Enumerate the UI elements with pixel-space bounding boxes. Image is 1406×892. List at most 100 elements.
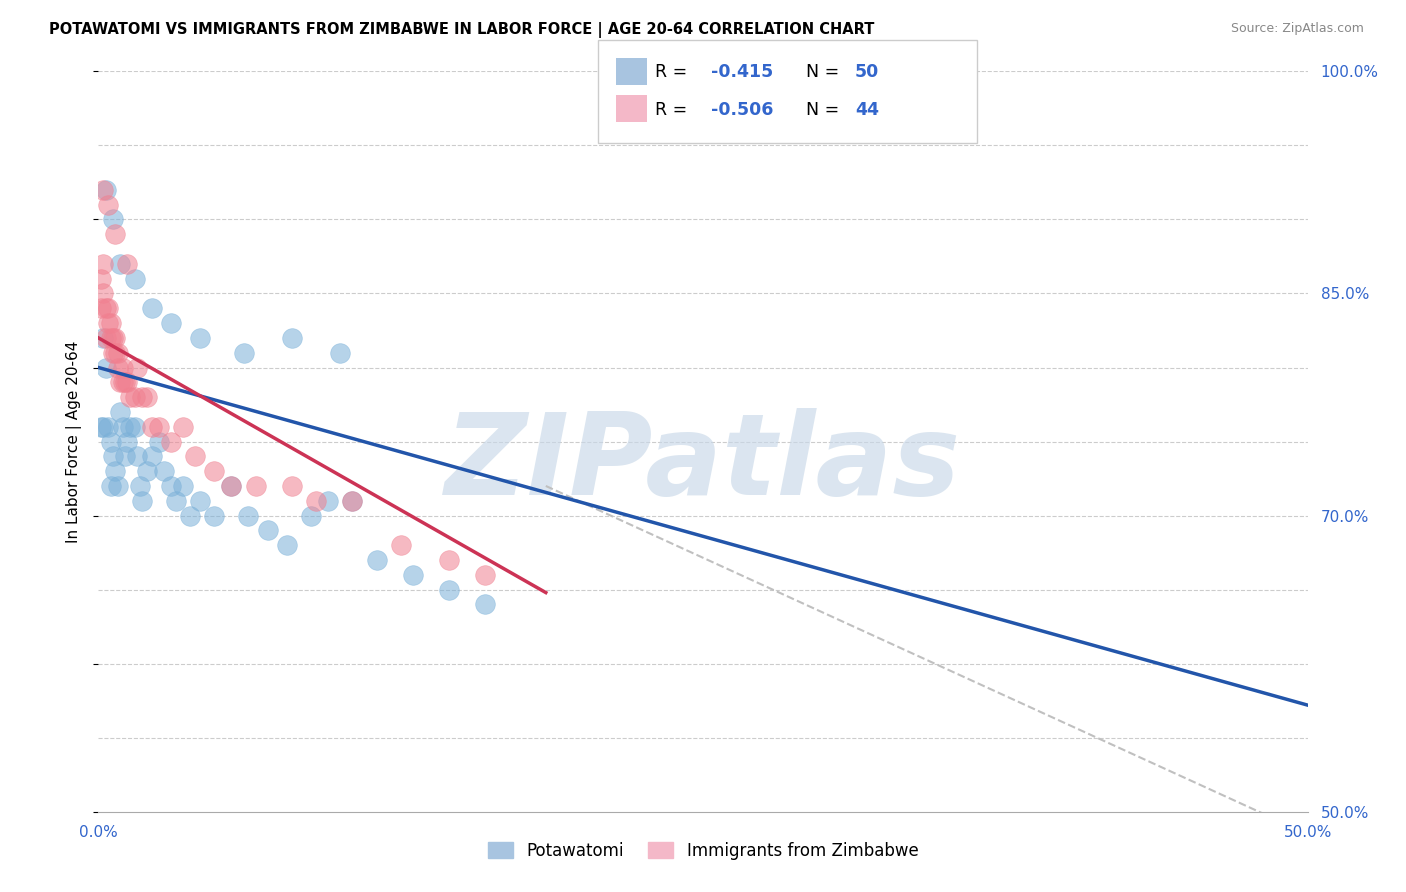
Point (245, 479, 267, 493)
Point (108, 257, 131, 271)
Text: ZIPatlas: ZIPatlas (444, 409, 962, 519)
Point (342, 493, 364, 508)
Point (135, 390, 157, 404)
Point (94, 331, 117, 345)
Point (111, 360, 134, 375)
Point (117, 434, 139, 449)
Point (104, 227, 127, 242)
Point (316, 493, 339, 508)
Point (108, 405, 131, 419)
Text: R =: R = (655, 101, 693, 119)
Point (238, 508, 260, 523)
Point (474, 598, 496, 612)
Point (172, 419, 194, 434)
Point (104, 464, 127, 478)
Point (118, 390, 141, 404)
Point (188, 331, 211, 345)
Point (389, 538, 412, 552)
Point (179, 508, 201, 523)
Point (148, 434, 170, 449)
Point (281, 331, 304, 345)
Point (100, 434, 122, 449)
Point (402, 567, 425, 582)
Point (100, 479, 122, 493)
Text: R =: R = (655, 63, 693, 81)
Point (281, 479, 304, 493)
Point (342, 493, 364, 508)
Point (94, 301, 117, 316)
Point (118, 419, 141, 434)
Text: N =: N = (806, 101, 845, 119)
Point (135, 464, 157, 478)
Point (437, 553, 460, 567)
Point (91, 331, 114, 345)
Point (141, 419, 163, 434)
Point (97, 301, 120, 316)
Point (141, 450, 163, 464)
Point (90, 301, 112, 316)
Point (107, 345, 129, 359)
Point (305, 493, 328, 508)
Point (107, 479, 129, 493)
Text: N =: N = (806, 63, 845, 81)
Point (101, 345, 124, 359)
Point (91, 257, 114, 271)
Point (141, 301, 163, 316)
Point (299, 508, 322, 523)
FancyBboxPatch shape (616, 58, 647, 85)
Point (160, 434, 183, 449)
Point (124, 390, 146, 404)
Point (97, 419, 120, 434)
Point (204, 508, 226, 523)
Point (148, 419, 170, 434)
Point (204, 464, 226, 478)
Point (94, 183, 117, 197)
Point (114, 376, 136, 390)
FancyBboxPatch shape (616, 95, 647, 122)
Point (114, 450, 136, 464)
Point (366, 553, 388, 567)
Point (160, 316, 183, 330)
Point (165, 493, 187, 508)
Legend: Potawatomi, Immigrants from Zimbabwe: Potawatomi, Immigrants from Zimbabwe (481, 835, 925, 866)
Point (474, 567, 496, 582)
Point (107, 360, 129, 375)
Point (90, 271, 112, 285)
Point (221, 479, 243, 493)
Point (117, 376, 139, 390)
Point (276, 538, 298, 552)
Point (131, 390, 153, 404)
Point (91, 419, 114, 434)
Point (91, 286, 114, 301)
Y-axis label: In Labor Force | Age 20-64: In Labor Force | Age 20-64 (66, 341, 83, 542)
Point (128, 479, 150, 493)
Point (104, 331, 127, 345)
Point (127, 360, 149, 375)
Point (127, 450, 149, 464)
FancyBboxPatch shape (598, 40, 977, 143)
Text: 50: 50 (855, 63, 879, 81)
Point (172, 479, 194, 493)
Point (104, 345, 127, 359)
Point (97, 316, 120, 330)
Point (101, 212, 124, 227)
Point (101, 450, 124, 464)
Point (437, 582, 460, 597)
Point (100, 316, 122, 330)
Text: Source: ZipAtlas.com: Source: ZipAtlas.com (1230, 22, 1364, 36)
Point (108, 376, 131, 390)
Point (152, 464, 174, 478)
Point (111, 419, 134, 434)
Point (90, 419, 112, 434)
Point (124, 271, 146, 285)
Point (221, 479, 243, 493)
Point (160, 479, 183, 493)
Text: -0.415: -0.415 (711, 63, 773, 81)
Text: -0.506: -0.506 (711, 101, 773, 119)
Point (117, 257, 139, 271)
Point (91, 183, 114, 197)
Point (232, 345, 254, 359)
Text: POTAWATOMI VS IMMIGRANTS FROM ZIMBABWE IN LABOR FORCE | AGE 20-64 CORRELATION CH: POTAWATOMI VS IMMIGRANTS FROM ZIMBABWE I… (49, 22, 875, 38)
Point (329, 345, 352, 359)
Point (256, 524, 278, 538)
